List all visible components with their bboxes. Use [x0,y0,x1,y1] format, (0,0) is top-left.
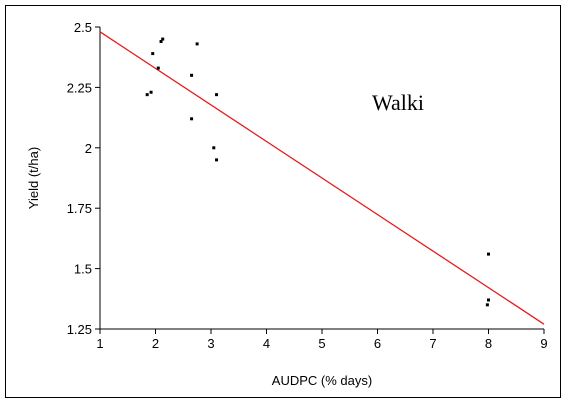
point [215,158,219,162]
annotation: Walki [372,90,424,115]
trend-line [99,31,545,325]
x-axis-label: AUDPC (% days) [272,373,372,388]
x-tick-label: 3 [207,336,214,351]
y-tick-label: 1.25 [67,322,92,337]
point [190,73,194,77]
point [212,146,216,150]
point [145,93,149,97]
y-axis-label: Yield (t/ha) [26,147,41,209]
x-tick-label: 1 [96,336,103,351]
point [215,93,219,97]
y-tick-label: 1.5 [74,262,92,277]
y-tick-label: 2 [85,141,92,156]
frame [5,5,561,398]
x-tick-label: 7 [429,336,436,351]
point [487,252,490,256]
point [485,303,489,307]
x-tick-label: 5 [318,336,325,351]
point [149,90,153,94]
y-tick-label: 2.25 [67,80,92,95]
point [487,298,490,302]
y-tick-label: 2.5 [74,20,92,35]
x-tick-label: 9 [540,336,547,351]
point [195,42,199,46]
point [161,37,165,41]
point [156,66,160,70]
x-tick-label: 4 [263,336,270,351]
x-tick-label: 2 [152,336,159,351]
x-tick-label: 6 [374,336,381,351]
point [159,39,163,43]
point [190,117,194,121]
y-tick-label: 1.75 [67,201,92,216]
x-tick-label: 8 [485,336,492,351]
point [151,52,155,56]
